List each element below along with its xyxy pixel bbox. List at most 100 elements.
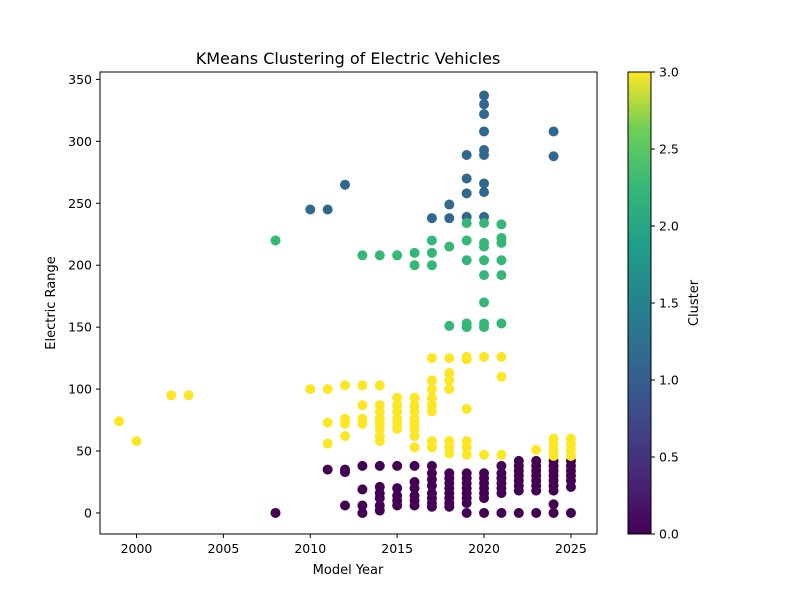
- cluster-1-point: [479, 178, 490, 189]
- x-axis: 2000 2005 2010 2015 2020 2025: [121, 534, 587, 556]
- x-axis-label: Model Year: [313, 563, 384, 578]
- cluster-0-point: [444, 501, 455, 512]
- y-tick-label: 50: [76, 444, 92, 459]
- cluster-3-point: [305, 384, 316, 395]
- cluster-1-point: [426, 213, 437, 224]
- y-axis: 0 50 100 150 200 250 300 350: [68, 72, 100, 520]
- cluster-3-point: [409, 423, 420, 434]
- cluster-3-point: [409, 431, 420, 442]
- cluster-0-point: [513, 507, 524, 518]
- cluster-3-point: [444, 384, 455, 395]
- cluster-3-point: [444, 367, 455, 378]
- cluster-1-point: [479, 149, 490, 160]
- points-layer: [114, 90, 576, 518]
- cluster-0-point: [374, 493, 385, 504]
- cluster-2-point: [392, 250, 403, 261]
- cluster-3-point: [374, 423, 385, 434]
- cluster-0-point: [496, 507, 507, 518]
- cluster-2-point: [496, 318, 507, 329]
- cluster-3-point: [340, 431, 351, 442]
- colorbar-tick-label: 2.0: [659, 219, 679, 234]
- cluster-3-point: [340, 418, 351, 429]
- cluster-3-point: [565, 450, 576, 461]
- cluster-2-point: [479, 297, 490, 308]
- cluster-1-point: [479, 109, 490, 120]
- cluster-3-point: [322, 438, 333, 449]
- cluster-0-point: [357, 484, 368, 495]
- cluster-3-point: [461, 354, 472, 365]
- cluster-3-point: [426, 392, 437, 403]
- cluster-1-point: [479, 126, 490, 137]
- cluster-2-point: [444, 241, 455, 252]
- cluster-3-point: [496, 351, 507, 362]
- cluster-0-point: [479, 493, 490, 504]
- cluster-0-point: [461, 498, 472, 509]
- cluster-2-point: [479, 241, 490, 252]
- cluster-0-point: [270, 507, 281, 518]
- cluster-0-point: [322, 464, 333, 475]
- cluster-0-point: [461, 507, 472, 518]
- chart-title: KMeans Clustering of Electric Vehicles: [196, 49, 501, 68]
- cluster-1-point: [479, 90, 490, 101]
- cluster-0-point: [409, 460, 420, 471]
- cluster-3-point: [357, 400, 368, 411]
- cluster-0-point: [548, 499, 559, 510]
- cluster-3-point: [392, 406, 403, 417]
- cluster-0-point: [357, 500, 368, 511]
- cluster-3-point: [374, 436, 385, 447]
- cluster-3-point: [409, 442, 420, 453]
- cluster-2-point: [461, 322, 472, 333]
- cluster-2-point: [374, 250, 385, 261]
- cluster-3-point: [426, 384, 437, 395]
- cluster-1-point: [548, 126, 559, 137]
- x-tick-label: 2020: [468, 541, 500, 556]
- cluster-3-point: [322, 384, 333, 395]
- cluster-2-point: [426, 260, 437, 271]
- cluster-2-point: [496, 219, 507, 230]
- cluster-0-point: [340, 500, 351, 511]
- cluster-1-point: [340, 179, 351, 190]
- cluster-0-point: [426, 460, 437, 471]
- cluster-0-point: [374, 460, 385, 471]
- cluster-0-point: [496, 460, 507, 471]
- cluster-1-point: [305, 204, 316, 215]
- y-tick-label: 350: [68, 72, 92, 87]
- cluster-3-point: [114, 416, 125, 427]
- cluster-0-point: [531, 507, 542, 518]
- y-axis-label: Electric Range: [44, 256, 59, 350]
- cluster-0-point: [426, 480, 437, 491]
- cluster-2-point: [479, 218, 490, 229]
- cluster-0-point: [392, 483, 403, 494]
- cluster-2-point: [461, 255, 472, 266]
- cluster-3-point: [461, 449, 472, 460]
- cluster-3-point: [479, 449, 490, 460]
- cluster-3-point: [496, 371, 507, 382]
- cluster-3-point: [426, 353, 437, 364]
- cluster-1-point: [444, 199, 455, 210]
- cluster-3-point: [548, 450, 559, 461]
- cluster-3-point: [444, 353, 455, 364]
- cluster-0-point: [374, 505, 385, 516]
- plot-frame: [99, 71, 598, 535]
- colorbar: [627, 71, 652, 535]
- cluster-2-point: [426, 235, 437, 246]
- colorbar-tick-label: 1.0: [659, 373, 679, 388]
- cluster-2-point: [461, 218, 472, 229]
- cluster-3-point: [374, 380, 385, 391]
- y-tick-label: 300: [68, 134, 92, 149]
- colorbar-label: Cluster: [687, 279, 702, 326]
- cluster-3-point: [479, 351, 490, 362]
- y-tick-label: 200: [68, 258, 92, 273]
- cluster-2-point: [496, 237, 507, 248]
- cluster-3-point: [444, 375, 455, 386]
- y-tick-label: 250: [68, 196, 92, 211]
- colorbar-tick-label: 2.5: [659, 142, 679, 157]
- cluster-3-point: [340, 380, 351, 391]
- cluster-3-point: [426, 442, 437, 453]
- cluster-0-point: [409, 483, 420, 494]
- cluster-2-point: [357, 250, 368, 261]
- cluster-3-point: [183, 390, 194, 401]
- cluster-3-point: [357, 380, 368, 391]
- cluster-0-point: [513, 485, 524, 496]
